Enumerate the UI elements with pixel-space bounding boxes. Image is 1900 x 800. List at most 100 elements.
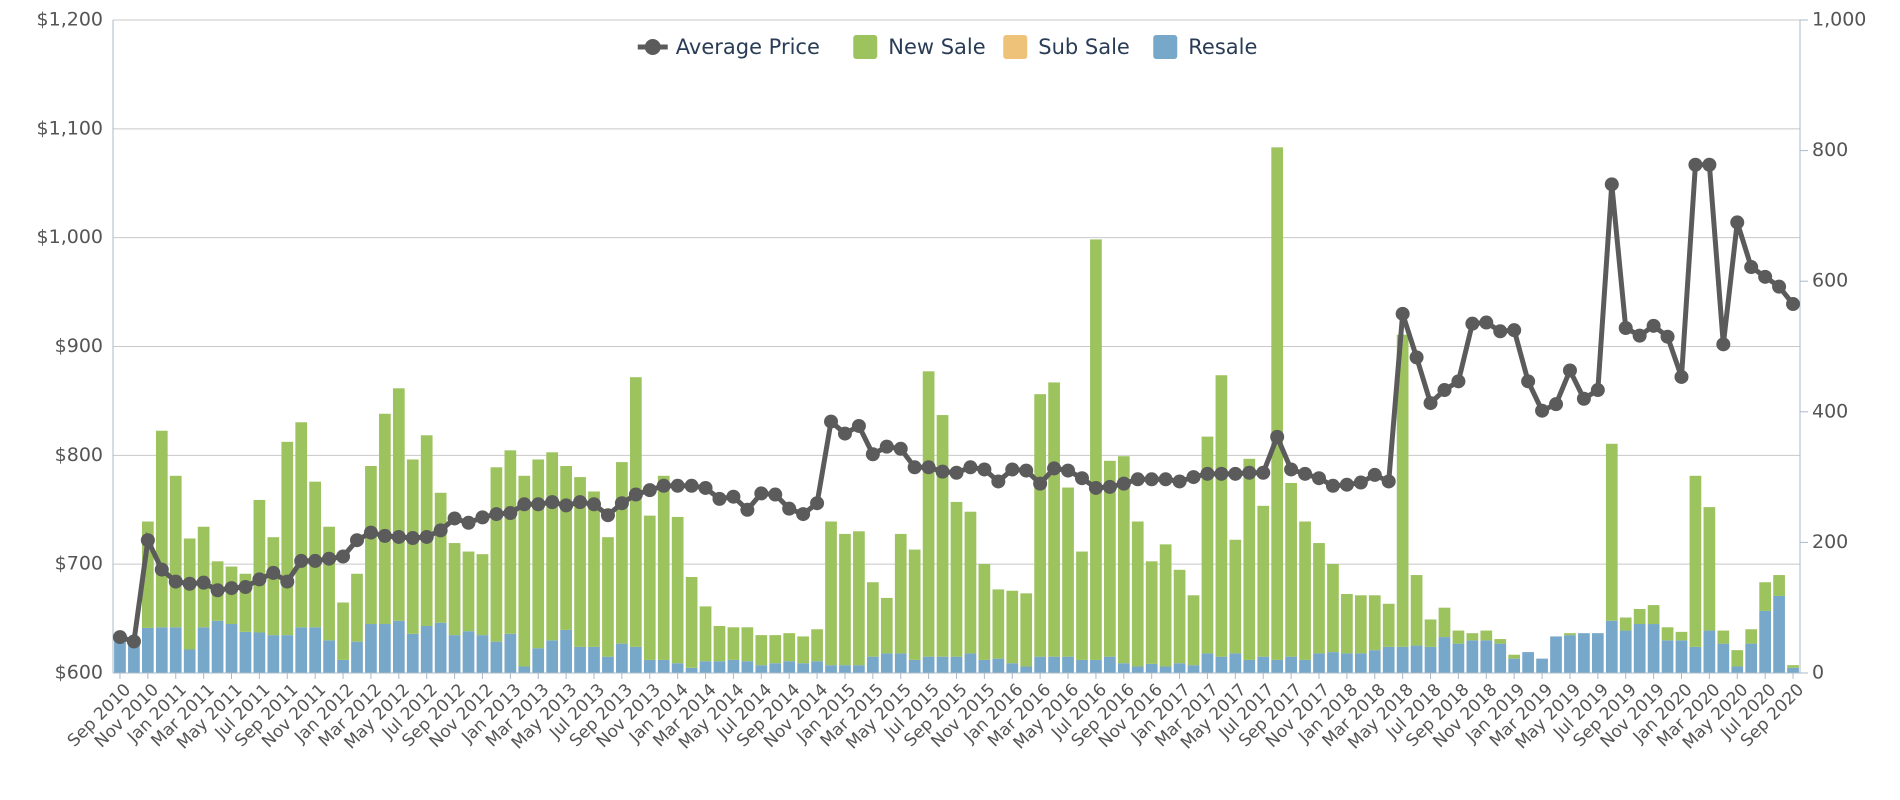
bar	[155, 627, 168, 673]
bar	[1480, 630, 1493, 641]
point	[447, 511, 462, 526]
bar	[769, 663, 782, 673]
bar	[1647, 624, 1660, 673]
point	[1256, 465, 1271, 480]
bar	[1354, 595, 1367, 654]
point	[865, 447, 880, 462]
bar	[588, 646, 600, 673]
bar	[1466, 640, 1479, 673]
point	[1521, 374, 1536, 389]
bar	[1117, 456, 1130, 664]
bar	[155, 430, 168, 628]
bar	[992, 658, 1005, 673]
bar	[267, 537, 280, 636]
bar	[1773, 595, 1785, 673]
bar	[825, 665, 837, 673]
y-tick-label: $700	[55, 553, 103, 575]
bar	[1299, 659, 1311, 673]
bar	[1689, 646, 1702, 673]
bar	[1090, 659, 1102, 673]
bar	[1020, 666, 1033, 673]
bar	[490, 467, 503, 642]
point	[810, 496, 825, 511]
bar	[1619, 630, 1632, 673]
bar	[1341, 593, 1353, 654]
bar	[1745, 629, 1758, 644]
point	[656, 478, 671, 493]
bar	[239, 631, 252, 673]
point	[377, 528, 392, 543]
bar	[950, 501, 963, 657]
point	[1479, 315, 1494, 330]
point	[1576, 391, 1591, 406]
bar	[727, 659, 740, 673]
bar	[476, 554, 489, 636]
point	[963, 460, 978, 475]
bar	[560, 465, 572, 630]
bar	[1173, 569, 1186, 664]
legend-label: New Sale	[888, 35, 985, 59]
point	[921, 460, 936, 475]
bar	[811, 629, 823, 662]
point	[182, 576, 197, 591]
bar	[1201, 436, 1214, 654]
bar	[1717, 643, 1730, 673]
bar	[1313, 543, 1325, 654]
bar	[141, 521, 154, 628]
bar	[504, 450, 517, 634]
point	[1172, 474, 1187, 489]
point	[1061, 463, 1076, 478]
bar	[1661, 640, 1674, 673]
point	[266, 565, 281, 580]
point	[698, 480, 713, 495]
point	[419, 529, 434, 544]
point	[252, 572, 267, 587]
point	[1047, 461, 1062, 476]
bar	[211, 620, 224, 673]
point	[1535, 403, 1550, 418]
bar	[1382, 603, 1395, 647]
bar	[839, 533, 851, 666]
point	[824, 414, 839, 429]
bar	[853, 531, 865, 666]
point	[1702, 157, 1717, 172]
bar	[699, 606, 712, 662]
bar	[741, 627, 754, 662]
point	[851, 418, 866, 433]
point	[1688, 157, 1703, 172]
point	[1186, 470, 1201, 485]
bar	[783, 661, 796, 673]
point	[391, 529, 406, 544]
bar	[1187, 595, 1200, 666]
point	[1744, 260, 1759, 275]
point	[1074, 471, 1089, 486]
bar	[1647, 605, 1660, 625]
bar	[1522, 652, 1534, 673]
bar	[1034, 656, 1047, 673]
point	[1116, 476, 1131, 491]
bar	[1159, 666, 1172, 673]
bar	[365, 465, 377, 625]
point	[224, 581, 239, 596]
bar	[908, 659, 921, 673]
point	[1674, 369, 1689, 384]
bar	[1508, 658, 1521, 673]
bar	[1313, 653, 1325, 673]
bar	[629, 646, 642, 673]
bar	[1243, 659, 1256, 673]
bar	[1703, 507, 1716, 631]
bar	[755, 665, 768, 673]
bar	[671, 516, 684, 664]
bar	[992, 589, 1005, 659]
bar	[253, 632, 266, 673]
y2-tick-label: 200	[1812, 531, 1848, 553]
bar	[379, 413, 391, 625]
bar	[825, 521, 837, 666]
point	[1465, 316, 1480, 331]
point	[1367, 467, 1382, 482]
bar	[183, 649, 196, 673]
bar	[365, 624, 377, 673]
bar	[1104, 460, 1116, 657]
point	[796, 507, 811, 522]
y2-tick-label: 0	[1812, 662, 1824, 684]
